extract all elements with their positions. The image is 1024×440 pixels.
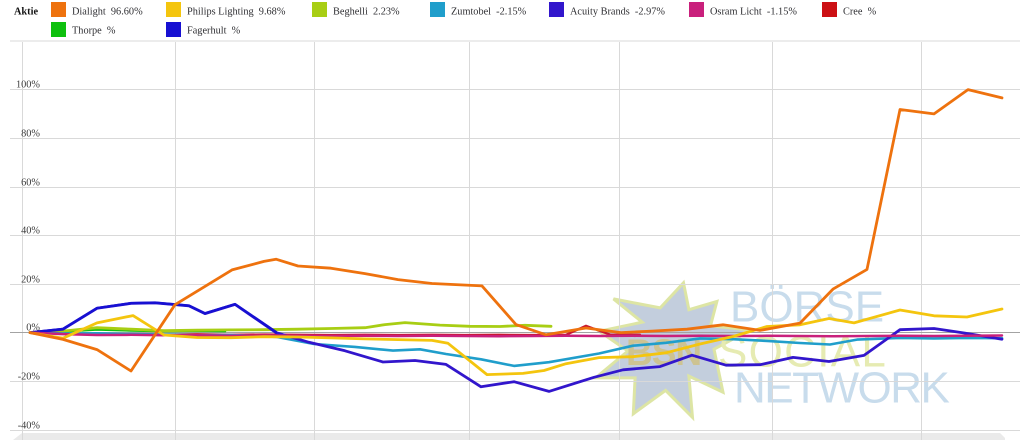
svg-text:20%: 20% (21, 275, 40, 286)
svg-text:40%: 40% (21, 226, 40, 237)
svg-text:Beghelli 2.23%: Beghelli 2.23% (333, 7, 400, 18)
svg-text:0%: 0% (26, 323, 40, 334)
svg-text:80%: 80% (21, 129, 40, 140)
svg-text:100%: 100% (16, 80, 40, 91)
svg-text:Acuity Brands -2.97%: Acuity Brands -2.97% (570, 7, 665, 18)
svg-text:Dialight 96.60%: Dialight 96.60% (72, 7, 143, 18)
svg-text:60%: 60% (21, 178, 40, 189)
svg-text:Osram Licht -1.15%: Osram Licht -1.15% (710, 7, 797, 18)
svg-text:Fagerhult %: Fagerhult % (187, 26, 241, 37)
svg-text:-40%: -40% (18, 421, 41, 432)
svg-text:Cree %: Cree % (843, 7, 877, 18)
svg-text:-20%: -20% (18, 372, 41, 383)
svg-text:Aktie: Aktie (14, 7, 38, 18)
svg-text:Thorpe %: Thorpe % (72, 26, 116, 37)
svg-text:NETWORK: NETWORK (734, 364, 950, 413)
svg-text:Zumtobel -2.15%: Zumtobel -2.15% (451, 7, 527, 18)
svg-text:Philips Lighting 9.68%: Philips Lighting 9.68% (187, 7, 286, 18)
